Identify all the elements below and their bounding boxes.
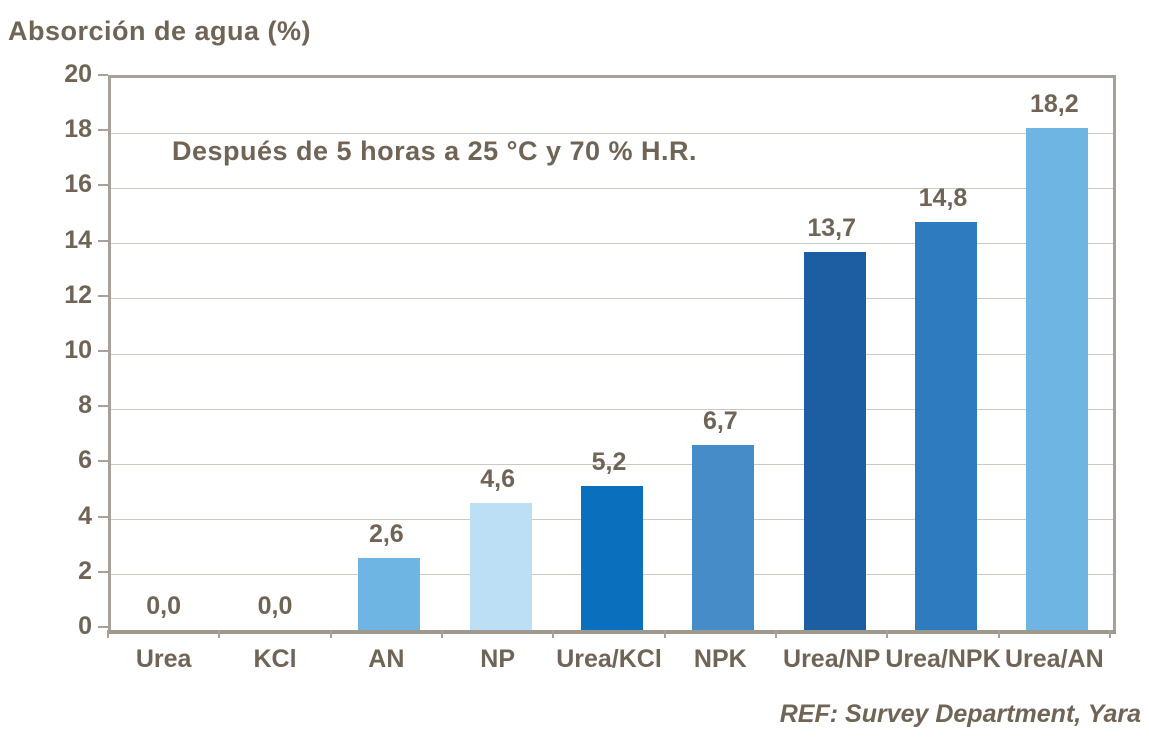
y-tick-16 [98, 184, 108, 187]
gridline-12 [111, 298, 1113, 300]
gridline-6 [111, 463, 1113, 465]
x-tick-8 [997, 630, 1000, 638]
y-axis-label-6: 6 [78, 446, 92, 475]
x-axis-label-Urea/NP: Urea/NP [783, 645, 881, 673]
y-tick-10 [98, 350, 108, 352]
bar-Urea/NP [803, 252, 866, 630]
y-axis-label-12: 12 [64, 280, 92, 309]
y-tick-4 [98, 515, 108, 518]
bar-value-NPK: 6,7 [702, 407, 738, 435]
x-axis-line [108, 630, 1116, 634]
gridline-10 [111, 353, 1113, 355]
bar-AN [358, 558, 421, 630]
bar-value-Urea/NPK: 14,8 [918, 184, 968, 212]
bar-value-Urea/NP: 13,7 [807, 214, 856, 242]
bar-value-Urea/AN: 18,2 [1029, 90, 1079, 118]
x-tick-2 [329, 630, 332, 638]
bar-Urea/KCl [581, 486, 643, 630]
bar-Urea/AN [1026, 128, 1089, 630]
x-tick-7 [886, 630, 889, 638]
x-axis-label-KCl: KCl [253, 645, 297, 673]
y-axis-label-10: 10 [64, 336, 92, 364]
y-tick-20 [98, 74, 108, 76]
y-axis-label-18: 18 [64, 115, 92, 144]
x-tick-6 [775, 630, 777, 638]
y-tick-6 [98, 460, 108, 463]
x-tick-4 [552, 630, 555, 638]
bar-value-NP: 4,6 [480, 465, 516, 493]
y-tick-0 [98, 626, 108, 628]
x-tick-5 [663, 630, 666, 638]
y-tick-14 [98, 239, 108, 242]
x-tick-1 [218, 630, 221, 638]
x-axis-label-NP: NP [480, 645, 516, 673]
bar-value-Urea/KCl: 5,2 [591, 448, 627, 476]
y-tick-12 [98, 294, 108, 297]
y-axis-label-8: 8 [78, 391, 92, 420]
x-axis-label-Urea/AN: Urea/AN [1005, 645, 1104, 673]
x-axis-label-Urea/KCl: Urea/KCl [556, 645, 662, 673]
bar-value-KCl: 0,0 [257, 592, 293, 620]
gridline-18 [111, 132, 1113, 134]
x-axis-label-Urea: Urea [135, 645, 192, 673]
x-tick-3 [441, 630, 443, 638]
y-axis-label-16: 16 [64, 170, 92, 199]
x-tick-9 [1109, 630, 1111, 638]
x-axis-label-NPK: NPK [693, 645, 747, 673]
gridline-8 [111, 408, 1113, 410]
bar-NP [469, 503, 532, 630]
y-axis-label-20: 20 [64, 60, 92, 88]
y-axis-label-0: 0 [78, 612, 92, 640]
y-axis-label-14: 14 [64, 225, 92, 254]
plot-area [108, 75, 1116, 634]
bar-Urea/NPK [915, 222, 977, 630]
y-tick-2 [98, 570, 108, 573]
y-axis-label-2: 2 [78, 556, 92, 585]
y-tick-18 [98, 129, 108, 132]
x-tick-0 [107, 630, 109, 638]
bar-value-AN: 2,6 [368, 520, 404, 548]
x-axis-label-AN: AN [368, 645, 405, 673]
chart-title: Absorción de agua (%) [8, 16, 312, 46]
source-reference: REF: Survey Department, Yara [779, 700, 1141, 728]
y-axis-label-4: 4 [78, 501, 92, 530]
bar-NPK [692, 445, 755, 630]
chart-annotation: Después de 5 horas a 25 °C y 70 % H.R. [172, 136, 698, 166]
bar-value-Urea: 0,0 [146, 592, 182, 620]
gridline-14 [111, 243, 1113, 245]
y-tick-8 [98, 405, 108, 408]
gridline-16 [111, 187, 1113, 189]
x-axis-label-Urea/NPK: Urea/NPK [885, 645, 1001, 673]
